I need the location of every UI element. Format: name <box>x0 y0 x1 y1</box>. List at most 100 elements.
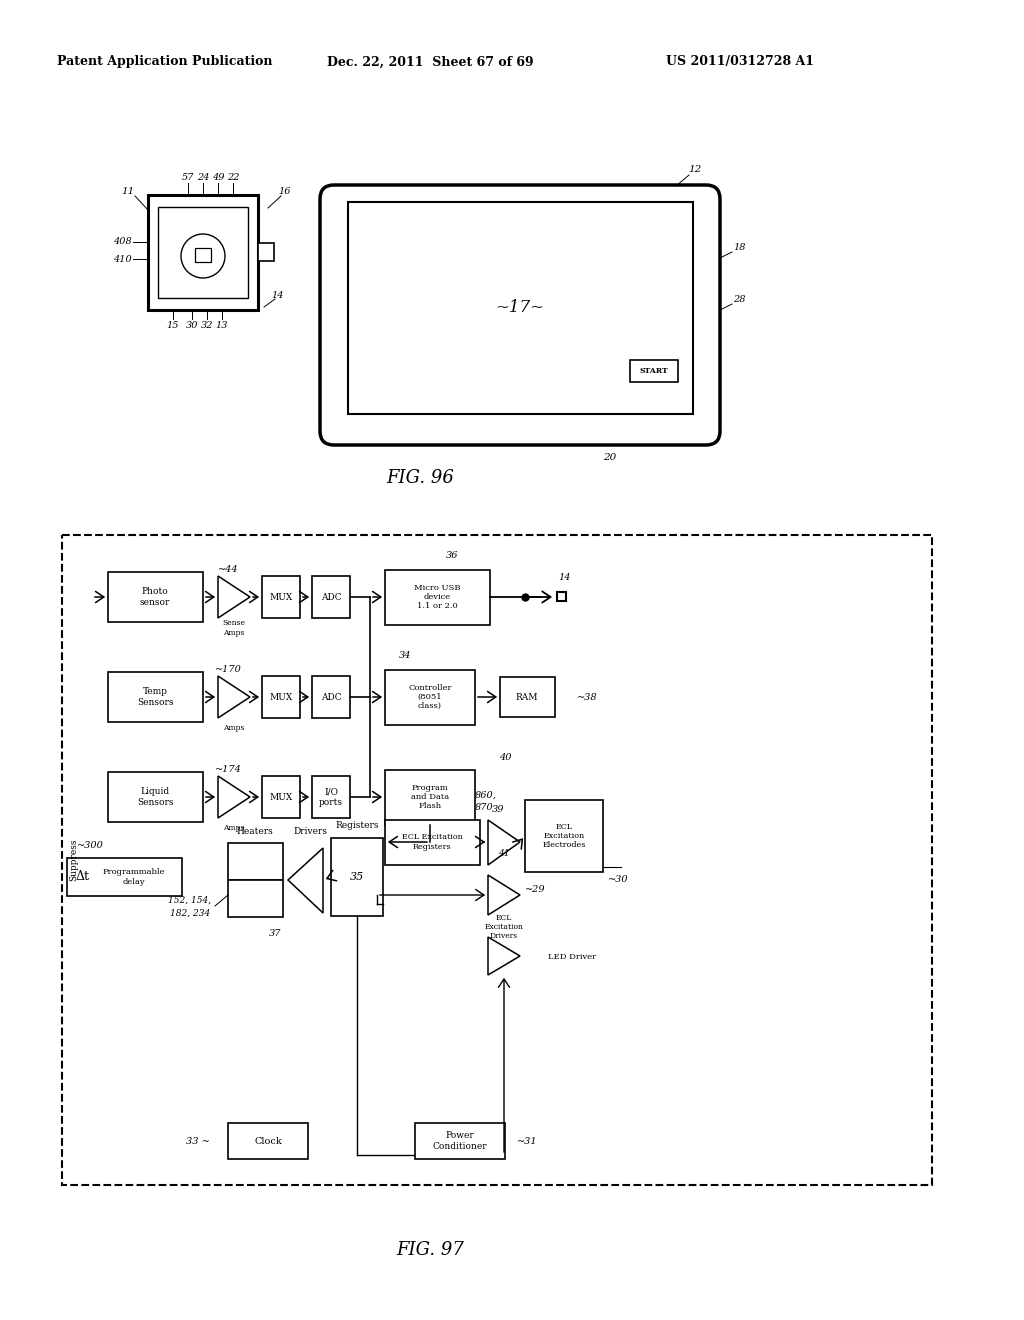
Text: ECL
Excitation
Electrodes: ECL Excitation Electrodes <box>543 822 586 849</box>
Text: MUX: MUX <box>269 593 293 602</box>
Text: 870: 870 <box>475 803 494 812</box>
Text: Dec. 22, 2011  Sheet 67 of 69: Dec. 22, 2011 Sheet 67 of 69 <box>327 55 534 69</box>
Bar <box>385 820 480 865</box>
Text: 30: 30 <box>185 321 199 330</box>
Text: ~30: ~30 <box>608 875 629 884</box>
Text: 41: 41 <box>499 850 510 858</box>
Text: 13: 13 <box>216 321 228 330</box>
Text: MUX: MUX <box>269 693 293 701</box>
Bar <box>228 1123 308 1159</box>
Text: ~44: ~44 <box>218 565 239 573</box>
Text: ADC: ADC <box>321 593 341 602</box>
Bar <box>385 770 475 825</box>
Bar <box>195 248 211 261</box>
Text: 20: 20 <box>603 454 616 462</box>
Text: Clock: Clock <box>254 1137 282 1146</box>
Bar <box>312 576 350 618</box>
Text: 35: 35 <box>350 873 365 882</box>
Text: Sense
Amps: Sense Amps <box>222 619 246 636</box>
Text: US 2011/0312728 A1: US 2011/0312728 A1 <box>666 55 814 69</box>
Text: Amps: Amps <box>223 723 245 733</box>
Text: ~174: ~174 <box>215 764 242 774</box>
Text: ~170: ~170 <box>215 664 242 673</box>
Text: 57: 57 <box>181 173 195 182</box>
Text: Power
Conditioner: Power Conditioner <box>433 1131 487 1151</box>
Text: ECL Excitation
Registers: ECL Excitation Registers <box>401 833 463 850</box>
Text: Δt: Δt <box>76 870 90 883</box>
Text: 11: 11 <box>122 187 134 197</box>
Text: START: START <box>640 367 669 375</box>
Bar <box>348 202 693 414</box>
Text: 408: 408 <box>114 238 132 247</box>
Text: Registers: Registers <box>335 821 379 830</box>
Text: ADC: ADC <box>321 693 341 701</box>
Text: 34: 34 <box>398 652 412 660</box>
Bar <box>500 677 555 717</box>
Text: 18: 18 <box>733 243 745 252</box>
Text: 49: 49 <box>212 173 224 182</box>
Text: 32: 32 <box>201 321 213 330</box>
Bar <box>525 800 603 873</box>
Bar <box>385 671 475 725</box>
Bar <box>331 838 383 916</box>
Text: Suppress: Suppress <box>70 838 79 882</box>
Bar <box>385 570 490 624</box>
Text: 410: 410 <box>114 255 132 264</box>
Bar <box>108 672 203 722</box>
Bar <box>258 243 274 261</box>
Text: Liquid
Sensors: Liquid Sensors <box>137 787 173 807</box>
Text: Program
and Data
Flash: Program and Data Flash <box>411 784 450 810</box>
Text: FIG. 97: FIG. 97 <box>396 1241 464 1259</box>
Text: 28: 28 <box>733 296 745 305</box>
Text: Amps: Amps <box>223 824 245 832</box>
Text: 40: 40 <box>499 754 511 763</box>
Bar <box>262 776 300 818</box>
Text: MUX: MUX <box>269 792 293 801</box>
Bar <box>312 676 350 718</box>
Text: ~29: ~29 <box>525 886 546 895</box>
Text: 16: 16 <box>279 187 291 197</box>
Bar <box>62 535 932 1185</box>
Text: 12: 12 <box>688 165 701 174</box>
Text: ~300: ~300 <box>77 842 103 850</box>
Text: Photo
sensor: Photo sensor <box>140 587 170 607</box>
Text: 182, 234: 182, 234 <box>170 908 210 917</box>
Text: Micro USB
device
1.1 or 2.0: Micro USB device 1.1 or 2.0 <box>414 583 460 610</box>
Text: Patent Application Publication: Patent Application Publication <box>57 55 272 69</box>
Text: Drivers: Drivers <box>293 826 327 836</box>
Text: 37: 37 <box>268 928 282 937</box>
Text: ECL
Excitation
Drivers: ECL Excitation Drivers <box>484 913 523 940</box>
Text: I/O
ports: I/O ports <box>319 787 343 807</box>
FancyBboxPatch shape <box>319 185 720 445</box>
Text: ~31: ~31 <box>517 1137 538 1146</box>
Text: Heaters: Heaters <box>237 826 273 836</box>
Bar <box>415 1123 505 1159</box>
Bar <box>67 858 182 896</box>
Text: 22: 22 <box>226 173 240 182</box>
Text: ~38: ~38 <box>577 693 598 701</box>
Text: LED Driver: LED Driver <box>548 953 596 961</box>
Text: FIG. 96: FIG. 96 <box>386 469 454 487</box>
Text: Temp
Sensors: Temp Sensors <box>137 688 173 706</box>
Bar <box>158 207 248 298</box>
Bar <box>148 195 258 310</box>
Bar <box>262 576 300 618</box>
Text: ~17~: ~17~ <box>496 300 545 317</box>
Bar <box>557 591 566 601</box>
Text: 860,: 860, <box>475 791 497 800</box>
Text: 39: 39 <box>492 805 504 814</box>
Bar <box>108 572 203 622</box>
Text: 14: 14 <box>559 573 571 582</box>
Bar <box>108 772 203 822</box>
Text: RAM: RAM <box>516 693 539 701</box>
Text: Controller
(8051
class): Controller (8051 class) <box>409 684 452 710</box>
Text: 36: 36 <box>445 552 459 561</box>
Bar <box>228 880 283 917</box>
Text: 152, 154,: 152, 154, <box>168 895 212 904</box>
Text: 14: 14 <box>271 292 285 301</box>
Text: Programmable
delay: Programmable delay <box>102 869 165 886</box>
Text: 33 ~: 33 ~ <box>186 1137 210 1146</box>
Bar <box>228 843 283 880</box>
Text: 24: 24 <box>197 173 209 182</box>
Bar <box>262 676 300 718</box>
